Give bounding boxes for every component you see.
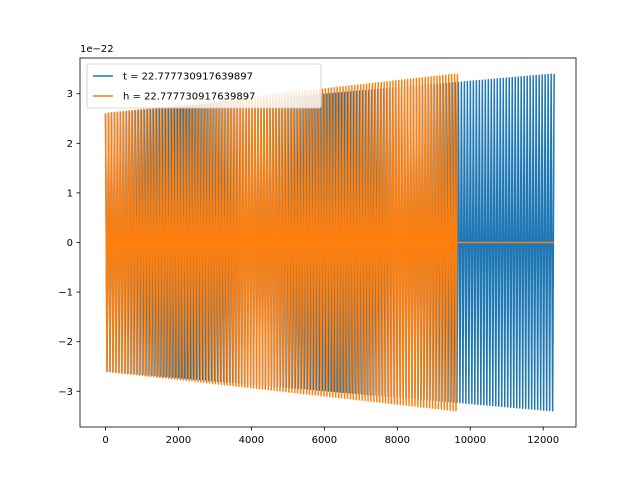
y-tick-label: 0 <box>67 238 73 249</box>
y-tick-label: 1 <box>67 188 73 199</box>
x-tick-label: 12000 <box>527 435 559 446</box>
legend-entry-label: h = 22.777730917639897 <box>123 92 255 103</box>
y-axis-offset-label: 1e−22 <box>80 44 114 55</box>
y-tick-label: −2 <box>58 337 73 348</box>
x-tick-label: 2000 <box>166 435 191 446</box>
y-tick-label: −1 <box>58 288 73 299</box>
y-tick-label: 2 <box>67 139 73 150</box>
x-tick-label: 0 <box>102 435 108 446</box>
x-tick-label: 4000 <box>239 435 264 446</box>
legend: t = 22.777730917639897 h = 22.77773091763… <box>86 63 322 109</box>
legend-entry-label: t = 22.777730917639897 <box>123 72 253 83</box>
legend-box <box>86 63 322 109</box>
x-tick-label: 8000 <box>385 435 410 446</box>
x-axis: 0 2000 4000 6000 8000 10000 12000 <box>102 427 559 446</box>
y-tick-label: −3 <box>58 387 73 398</box>
y-tick-label: 3 <box>67 89 73 100</box>
x-tick-label: 10000 <box>454 435 486 446</box>
y-axis: −3 −2 −1 0 1 2 3 <box>58 89 80 398</box>
x-tick-label: 6000 <box>312 435 337 446</box>
